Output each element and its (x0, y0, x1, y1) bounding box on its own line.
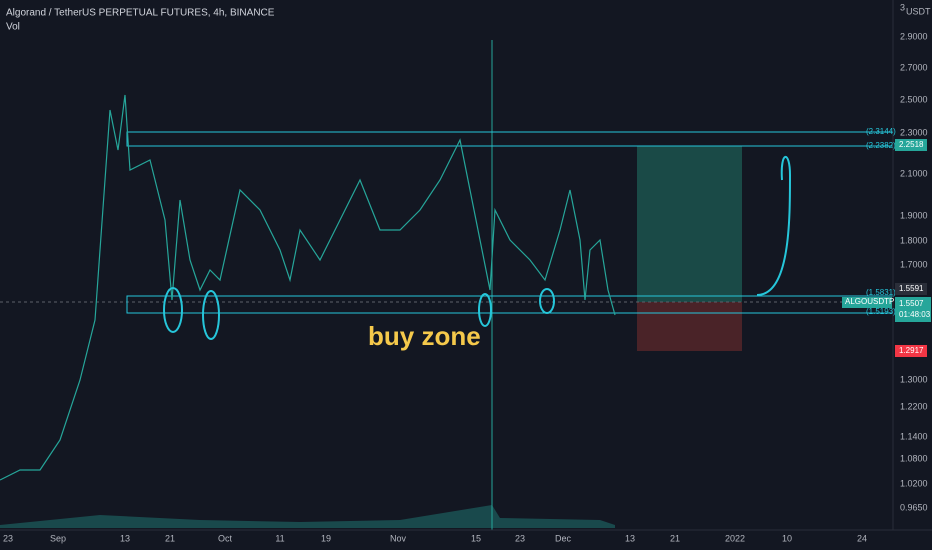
time-label: 10 (782, 533, 792, 543)
price-label: 2.3000 (900, 127, 928, 137)
annotation: buy zone (368, 321, 481, 351)
time-label: 19 (321, 533, 331, 543)
circle-drawing (163, 287, 183, 333)
circle-drawing (202, 290, 220, 340)
time-label: 13 (625, 533, 635, 543)
line-label: (1.5193) (866, 307, 896, 316)
price-line (0, 94, 616, 481)
target-tag (895, 139, 927, 151)
time-label: Sep (50, 533, 66, 543)
profit-zone (637, 146, 742, 302)
time-label: 23 (3, 533, 13, 543)
time-label: 13 (120, 533, 130, 543)
price-label: 1.0200 (900, 478, 928, 488)
time-label: 24 (857, 533, 867, 543)
price-label: 2.9000 (900, 31, 928, 41)
price-label: 1.0800 (900, 453, 928, 463)
symbol-tag-bg (842, 297, 892, 308)
price-label: 3 (900, 2, 905, 12)
countdown: 01:48:03 (899, 310, 931, 319)
price-label: 1.8000 (900, 235, 928, 245)
stop-price: 1.2917 (899, 346, 924, 355)
current-price: 1.5507 (899, 299, 924, 308)
time-label: 15 (471, 533, 481, 543)
circle-drawing (539, 288, 555, 314)
price-label: 1.3000 (900, 374, 928, 384)
time-label: Oct (218, 533, 233, 543)
loss-zone (637, 302, 742, 351)
time-label: Dec (555, 533, 572, 543)
last-tag (895, 283, 927, 295)
current-tag (895, 297, 931, 322)
price-label: 1.9000 (900, 210, 928, 220)
time-label: 23 (515, 533, 525, 543)
line-label: (2.2382) (866, 141, 896, 150)
line-label: (1.5831) (866, 288, 896, 297)
time-label: Nov (390, 533, 407, 543)
arrow-drawing (756, 155, 792, 296)
time-label: 21 (670, 533, 680, 543)
price-label: 1.2200 (900, 401, 928, 411)
currency: USDT (906, 6, 931, 16)
time-label: 11 (275, 533, 284, 543)
line-label: (2.3144) (866, 127, 896, 136)
price-label: 2.5000 (900, 94, 928, 104)
price-label: 2.7000 (900, 62, 928, 72)
indicator-label: Vol (6, 22, 20, 33)
price-label: 1.7000 (900, 259, 928, 269)
time-label: 21 (165, 533, 175, 543)
stop-tag (895, 345, 927, 357)
time-label: 2022 (725, 533, 745, 543)
target-price: 2.2518 (899, 140, 924, 149)
symbol-tag: ALGOUSDTPERP (845, 297, 911, 306)
price-label: 2.1000 (900, 168, 928, 178)
symbol-title: Algorand / TetherUS PERPETUAL FUTURES, 4… (6, 8, 275, 19)
price-label: 0.9650 (900, 502, 928, 512)
last-price: 1.5591 (899, 284, 924, 293)
circle-drawing (478, 293, 492, 327)
volume (0, 505, 615, 528)
price-label: 1.1400 (900, 431, 928, 441)
